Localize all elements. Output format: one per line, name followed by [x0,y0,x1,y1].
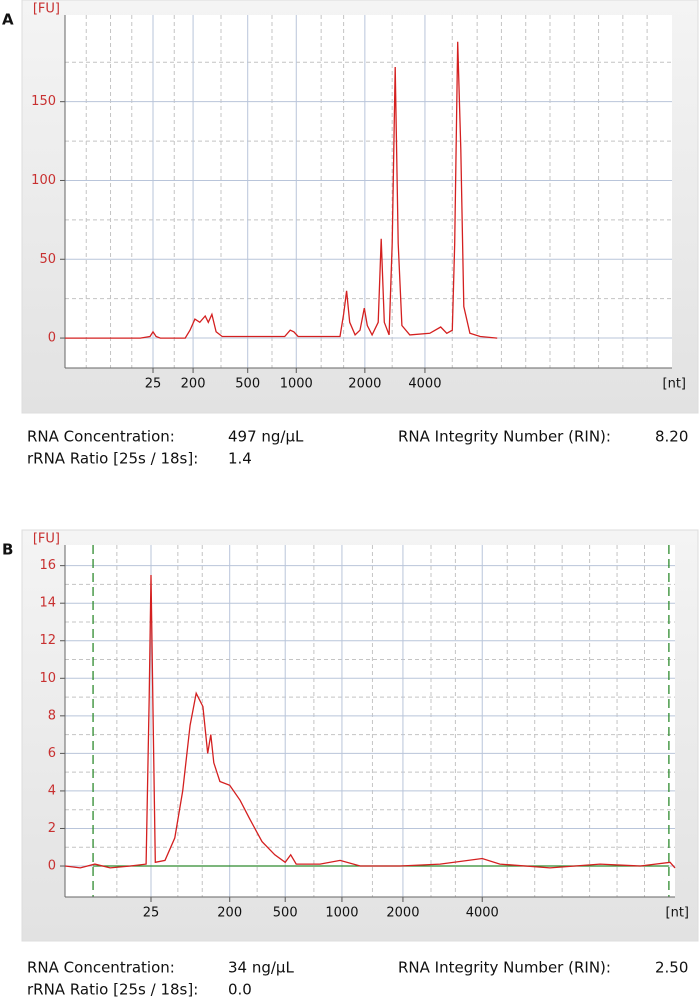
y-tick-label: 14 [39,596,56,611]
metric-value: 34 ng/µL [228,959,294,977]
x-tick-label: 500 [273,906,298,921]
metric-label: RNA Concentration: [27,428,175,446]
metric-label: RNA Concentration: [27,959,175,977]
y-tick-label: 100 [31,173,56,188]
metric-value: 0.0 [228,981,252,997]
x-unit: [nt] [666,906,689,921]
trace [64,574,676,869]
y-tick-label: 10 [39,671,56,686]
metric-value: 2.50 [655,959,688,977]
metric-value: 1.4 [228,450,252,468]
metric-label: RNA Integrity Number (RIN): [398,428,611,446]
x-tick-label: 4000 [466,906,499,921]
x-tick-label: 2000 [348,377,381,392]
y-tick-label: 6 [48,746,56,761]
y-tick-label: 150 [31,94,56,109]
metric-label: RNA Integrity Number (RIN): [398,959,611,977]
panel-label: B [2,541,13,559]
x-tick-label: 1000 [280,377,313,392]
y-tick-label: 2 [48,821,56,836]
plot-area [65,15,672,368]
metric-label: rRNA Ratio [25s / 18s]: [27,450,198,468]
x-tick-label: 25 [145,377,162,392]
x-tick-label: 200 [217,906,242,921]
metric-value: 497 ng/µL [228,428,304,446]
metric-label: rRNA Ratio [25s / 18s]: [27,981,198,997]
x-tick-label: 4000 [408,377,441,392]
y-tick-label: 4 [48,783,56,798]
y-tick-label: 16 [39,558,56,573]
x-unit: [nt] [663,377,686,392]
y-unit: [FU] [33,2,60,17]
plot-area [65,545,675,897]
x-tick-label: 25 [143,906,160,921]
metric-value: 8.20 [655,428,688,446]
x-tick-label: 2000 [386,906,419,921]
x-tick-label: 200 [181,377,206,392]
y-tick-label: 50 [39,252,56,267]
y-tick-label: 8 [48,708,56,723]
y-tick-label: 12 [39,633,56,648]
y-tick-label: 0 [48,859,56,874]
panel-label: A [2,11,14,29]
x-tick-label: 1000 [325,906,358,921]
y-unit: [FU] [33,532,60,547]
x-tick-label: 500 [235,377,260,392]
y-tick-label: 0 [48,331,56,346]
trace [65,41,498,339]
